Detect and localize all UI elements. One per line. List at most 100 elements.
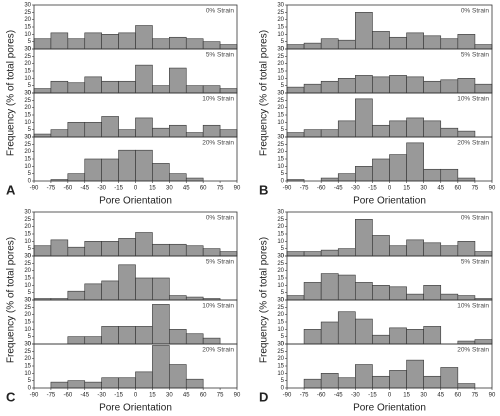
bar <box>152 38 170 50</box>
y-tick-label: 20 <box>277 105 284 111</box>
x-tick-label: 60 <box>454 393 461 399</box>
y-tick-label: 15 <box>24 113 31 119</box>
bar <box>406 329 424 345</box>
y-tick-label: 10 <box>24 327 31 333</box>
y-tick-label: 10 <box>24 164 31 170</box>
bar <box>135 371 153 389</box>
bar <box>286 295 305 301</box>
bar <box>440 168 459 182</box>
x-tick-label: 15 <box>149 186 156 192</box>
bar <box>286 44 305 50</box>
bar <box>389 286 407 301</box>
y-tick-label: 20 <box>24 312 31 318</box>
y-tick-label: 0 <box>281 342 285 348</box>
bar <box>50 239 69 257</box>
y-tick-label: 5 <box>281 334 285 340</box>
x-tick-label: 75 <box>472 186 479 192</box>
subplot-title: 10% Strain <box>202 96 234 103</box>
y-tick-label: 0 <box>281 254 285 260</box>
bar <box>67 82 86 94</box>
y-tick-label: 10 <box>24 283 31 289</box>
y-tick-label: 5 <box>28 378 32 384</box>
x-tick-label: 45 <box>183 186 190 192</box>
bar <box>372 31 390 50</box>
bar <box>67 246 86 257</box>
bar <box>303 83 322 94</box>
bar <box>202 248 221 257</box>
y-tick-label: 0 <box>281 47 285 53</box>
y-tick-label: 30 <box>277 298 284 304</box>
x-tick-label: -75 <box>47 393 56 399</box>
y-tick-label: 15 <box>24 157 31 163</box>
bar <box>337 39 356 50</box>
x-tick-label: 15 <box>403 186 410 192</box>
bar <box>84 381 102 389</box>
y-tick-label: 30 <box>277 91 284 97</box>
y-tick-label: 20 <box>277 61 284 67</box>
bar <box>320 80 339 94</box>
y-tick-label: 0 <box>28 47 32 53</box>
y-tick-label: 10 <box>277 239 284 245</box>
bar <box>457 383 476 389</box>
y-tick-label: 30 <box>277 342 284 348</box>
x-tick-label: 0 <box>388 186 392 192</box>
y-tick-label: 25 <box>24 98 31 104</box>
bar <box>406 117 424 138</box>
y-tick-label: 0 <box>28 179 32 185</box>
bar <box>152 345 170 389</box>
bar <box>406 76 424 94</box>
y-tick-label: 25 <box>277 10 284 16</box>
bar <box>474 44 493 50</box>
x-tick-label: -90 <box>283 186 292 192</box>
bar <box>474 83 493 94</box>
y-tick-label: 30 <box>24 210 31 216</box>
y-tick-label: 15 <box>277 276 284 282</box>
bar <box>337 78 356 94</box>
bar <box>185 245 204 257</box>
y-tick-label: 25 <box>24 261 31 267</box>
y-tick-label: 10 <box>24 239 31 245</box>
x-tick-label: 0 <box>388 393 392 399</box>
bar <box>423 242 442 257</box>
bar <box>337 377 356 389</box>
bar <box>135 149 153 182</box>
y-tick-label: 0 <box>28 386 32 392</box>
bar <box>202 85 221 94</box>
bar <box>337 311 356 345</box>
bar <box>202 41 221 50</box>
bar <box>185 378 204 389</box>
subplot-title: 5% Strain <box>206 52 235 59</box>
y-tick-label: 30 <box>24 298 31 304</box>
y-tick-label: 30 <box>277 47 284 53</box>
bar <box>135 277 153 301</box>
x-tick-label: 60 <box>200 393 207 399</box>
bar <box>320 38 339 50</box>
bar <box>135 117 153 138</box>
bar <box>440 127 459 138</box>
subplot-title: 5% Strain <box>461 259 490 266</box>
subplot-title: 0% Strain <box>206 215 235 222</box>
bar <box>337 248 356 257</box>
bar <box>101 158 119 182</box>
y-tick-label: 25 <box>24 142 31 148</box>
y-tick-label: 25 <box>24 54 31 60</box>
x-tick-label: 45 <box>437 393 444 399</box>
bar <box>457 177 476 182</box>
bar <box>185 333 204 345</box>
bar <box>457 78 476 94</box>
bar <box>185 132 204 138</box>
bar <box>101 80 119 94</box>
bar <box>219 251 238 257</box>
y-tick-label: 5 <box>281 127 285 133</box>
x-axis-title: Pore Orientation <box>353 403 426 414</box>
x-tick-label: -15 <box>114 393 123 399</box>
y-tick-label: 0 <box>281 386 285 392</box>
y-tick-label: 15 <box>277 232 284 238</box>
x-tick-label: 0 <box>134 186 138 192</box>
x-tick-label: -45 <box>334 186 343 192</box>
x-tick-label: -60 <box>317 186 326 192</box>
y-tick-label: 5 <box>28 290 32 296</box>
subplot-title: 20% Strain <box>202 140 234 147</box>
y-tick-label: 5 <box>28 334 32 340</box>
bar <box>101 326 119 345</box>
